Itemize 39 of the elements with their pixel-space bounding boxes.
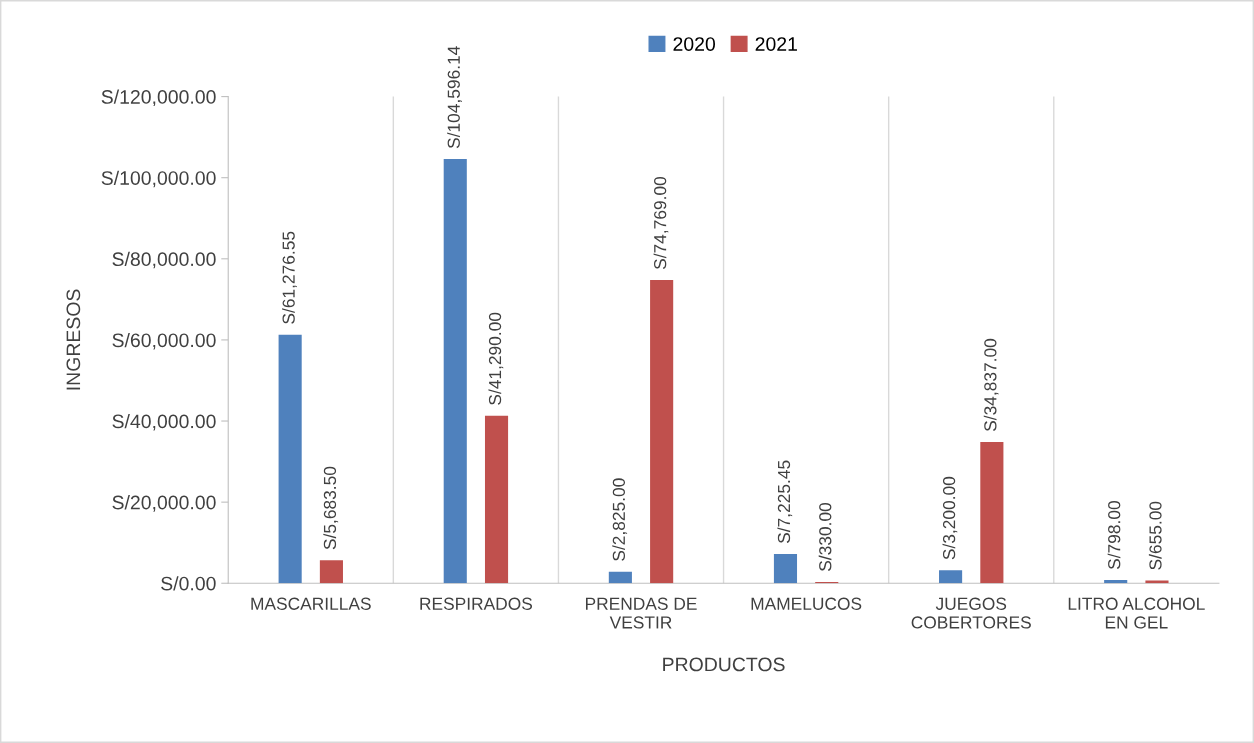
y-tick-label: S/120,000.00 — [101, 89, 216, 107]
y-tick-label: S/40,000.00 — [112, 413, 216, 431]
bar — [319, 560, 343, 584]
data-label: S/798.00 — [1107, 501, 1121, 570]
legend-label: 2020 — [673, 37, 716, 51]
bar — [980, 441, 1004, 584]
data-label: S/7,225.45 — [777, 460, 793, 544]
y-tick-label: S/60,000.00 — [112, 332, 216, 350]
bar — [278, 334, 302, 584]
data-label: S/5,683.50 — [323, 466, 339, 550]
y-tick-label: S/0.00 — [161, 576, 216, 591]
x-axis-title: PRODUCTOS — [663, 657, 785, 672]
y-tick-label: S/80,000.00 — [112, 251, 216, 269]
y-tick-label: S/20,000.00 — [112, 495, 216, 512]
y-axis-title: INGRESOS — [66, 289, 81, 390]
bar — [484, 415, 509, 584]
y-tick-label: S/100,000.00 — [101, 170, 216, 188]
x-tick-label: RESPIRADOS — [420, 597, 533, 610]
data-label: S/34,837.00 — [983, 338, 999, 432]
bar — [650, 280, 674, 584]
data-label: S/74,769.00 — [653, 176, 669, 270]
bar — [443, 159, 467, 584]
data-label: S/2,825.00 — [612, 478, 628, 561]
bar — [608, 571, 632, 584]
data-label: S/104,596.14 — [447, 46, 462, 149]
bar — [773, 553, 798, 584]
bar — [939, 570, 963, 584]
x-tick-label: MAMELUCOS — [751, 597, 862, 610]
bar — [1104, 580, 1128, 584]
data-label: S/61,276.55 — [282, 231, 297, 324]
x-tick-label: JUEGOS COBERTORES — [911, 597, 1031, 629]
data-label: S/3,200.00 — [942, 476, 958, 560]
data-label: S/330.00 — [818, 502, 832, 571]
data-label: S/41,290.00 — [488, 312, 504, 405]
x-tick-label: PRENDAS DE VESTIR — [585, 597, 697, 629]
x-tick-label: MASCARILLAS — [251, 597, 371, 610]
legend-label: 2021 — [755, 37, 797, 51]
x-tick-label: LITRO ALCOHOL EN GEL — [1068, 597, 1205, 629]
data-label: S/655.00 — [1148, 501, 1162, 570]
